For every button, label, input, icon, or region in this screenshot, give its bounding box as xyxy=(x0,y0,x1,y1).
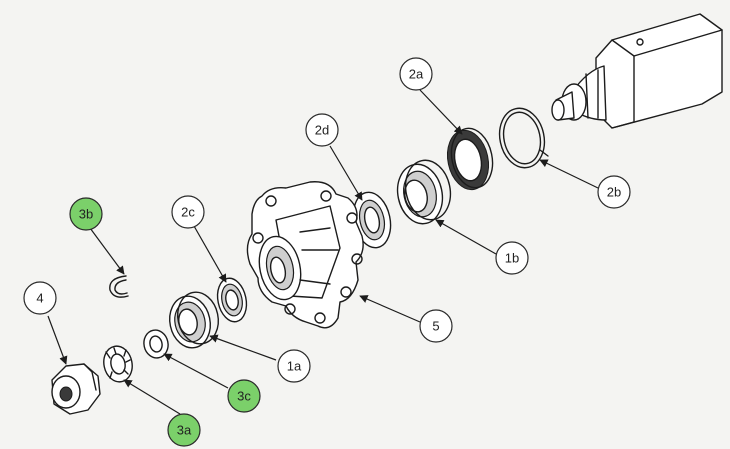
callout-2c: 2c xyxy=(171,195,205,229)
castle-nut-3a xyxy=(103,345,133,383)
seal-2d xyxy=(352,191,392,249)
callout-2a: 2a xyxy=(399,57,433,91)
hub-cap-4 xyxy=(51,363,101,415)
callout-5-label: 5 xyxy=(432,319,439,334)
leader-lines xyxy=(47,89,599,415)
seal-2a xyxy=(446,127,494,191)
bearing-1a xyxy=(169,291,219,349)
callout-4-label: 4 xyxy=(36,291,43,306)
callout-1b-label: 1b xyxy=(505,251,519,266)
callout-2c-label: 2c xyxy=(181,205,195,220)
callout-2d: 2d xyxy=(305,113,339,147)
callout-3b-circle xyxy=(69,197,103,231)
callout-3b-label: 3b xyxy=(79,207,93,222)
callout-3c-label: 3c xyxy=(237,389,251,404)
callout-3b: 3b xyxy=(69,197,103,231)
callout-3a-label: 3a xyxy=(177,423,192,438)
washer-3c xyxy=(143,329,169,359)
snap-ring-2b xyxy=(498,107,549,169)
callout-2b: 2b xyxy=(597,175,631,209)
clip-3b xyxy=(109,275,129,298)
callout-3c: 3c xyxy=(227,379,261,413)
spindle-axle xyxy=(551,13,723,129)
callout-2a-label: 2a xyxy=(409,67,424,82)
callout-1b: 1b xyxy=(495,241,529,275)
callout-3a: 3a xyxy=(167,413,201,447)
seal-2c xyxy=(216,277,248,323)
callout-1a-label: 1a xyxy=(287,359,302,374)
callout-2b-label: 2b xyxy=(607,185,621,200)
bearing-1b xyxy=(396,159,452,225)
callout-5: 5 xyxy=(419,309,453,343)
callout-1a: 1a xyxy=(277,349,311,383)
callout-2d-label: 2d xyxy=(315,123,329,138)
wheel-hub-5 xyxy=(246,181,364,329)
callout-4: 4 xyxy=(23,281,57,315)
